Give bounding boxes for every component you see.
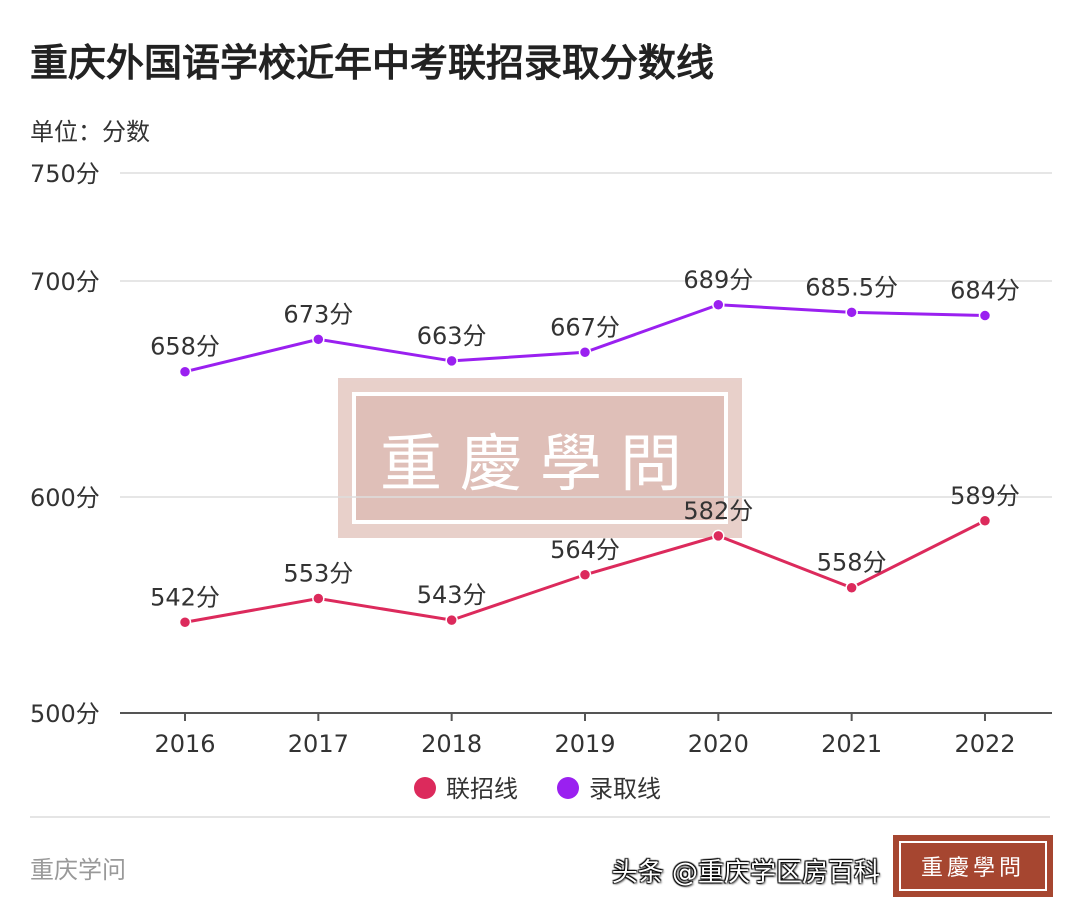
data-label: 663分 [417,322,487,350]
data-label: 689分 [683,266,753,294]
data-point [178,365,192,378]
legend-label: 录取线 [589,775,661,803]
data-point [178,616,192,629]
data-point [845,306,858,319]
data-point [712,298,725,312]
y-tick-label: 600分 [30,484,100,512]
x-tick-label: 2019 [554,730,615,758]
y-tick-label: 500分 [30,700,100,728]
data-label: 667分 [550,313,620,341]
data-label: 658分 [150,333,220,361]
y-tick-label: 750分 [30,160,100,188]
data-point [578,568,592,582]
x-tick-label: 2021 [821,730,882,758]
data-label: 558分 [817,549,887,577]
chart-title: 重庆外国语学校近年中考联招录取分数线 [30,41,715,85]
data-label: 589分 [950,482,1020,510]
legend-label: 联招线 [446,775,518,803]
data-label: 685.5分 [805,273,898,301]
x-tick-label: 2022 [954,730,1015,758]
data-label: 543分 [417,581,487,609]
y-tick-label: 700分 [30,268,100,296]
stamp-logo: 重慶學問 [893,835,1053,897]
data-point [312,333,325,346]
data-point [578,346,592,359]
data-point [712,529,725,543]
watermark: 重慶學問 [338,378,742,538]
data-point [845,581,858,594]
x-tick-label: 2016 [154,730,215,758]
data-point [312,592,325,605]
data-label: 582分 [683,497,753,525]
watermark-text: 重慶學問 [352,392,728,524]
footer-divider [30,816,1050,818]
data-point [978,514,992,528]
data-point [978,309,992,322]
legend-marker [557,777,579,799]
source-label: 重庆学问 [30,856,126,884]
data-label: 673分 [283,300,353,328]
x-tick-label: 2020 [688,730,749,758]
x-tick-label: 2018 [421,730,482,758]
unit-label: 单位：分数 [30,118,150,146]
credit-watermark: 头条 @重庆学区房百科 [611,858,880,888]
data-label: 542分 [150,583,220,611]
data-point [445,613,458,627]
data-label: 564分 [550,536,620,564]
data-label: 553分 [283,560,353,588]
data-point [445,354,458,368]
x-tick-label: 2017 [288,730,349,758]
legend-marker [414,777,436,799]
data-label: 684分 [950,277,1020,305]
